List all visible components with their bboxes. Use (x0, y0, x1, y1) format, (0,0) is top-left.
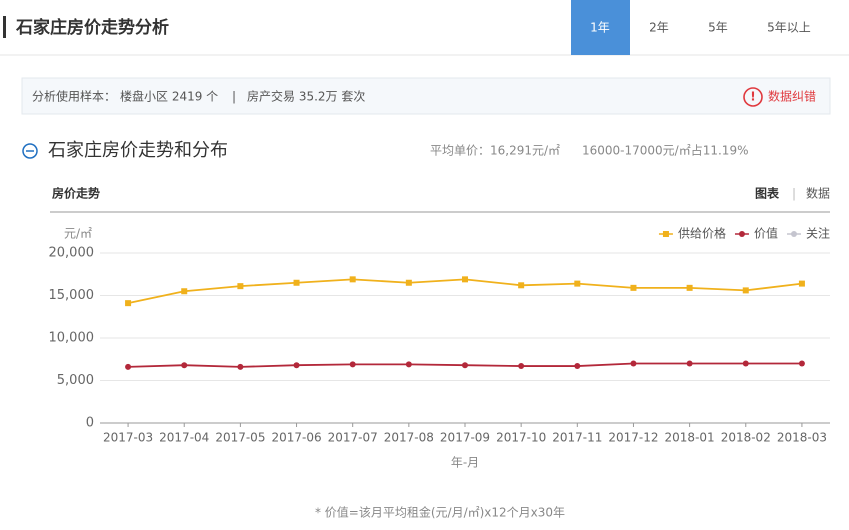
x-tick-label: 2017-03 (103, 431, 153, 445)
x-axis-label: 年-月 (451, 456, 479, 470)
x-tick-label: 2017-10 (496, 431, 546, 445)
avg-price: 平均单价：16,291元/㎡ (430, 144, 560, 158)
point (293, 362, 300, 369)
y-tick-label: 10,000 (49, 331, 95, 346)
page-title: 石家庄房价走势分析 (15, 17, 169, 38)
x-tick-label: 2017-07 (328, 431, 378, 445)
y-tick-label: 15,000 (49, 288, 95, 303)
point (630, 284, 637, 291)
report-icon[interactable] (743, 87, 763, 107)
y-tick-label: 0 (86, 416, 94, 431)
legend-marker (738, 231, 745, 237)
point (518, 363, 525, 370)
point (742, 287, 749, 294)
point (798, 360, 805, 367)
point (686, 360, 693, 367)
info-separator: | (232, 90, 236, 104)
tab-active-bg (571, 0, 630, 55)
x-tick-label: 2017-05 (215, 431, 265, 445)
tab[interactable]: 2年 (649, 21, 669, 35)
point (405, 361, 412, 368)
legend-label[interactable]: 价值 (754, 226, 778, 241)
x-tick-label: 2018-01 (665, 431, 715, 445)
legend-label[interactable]: 供给价格 (678, 226, 726, 241)
point (742, 360, 749, 367)
point (293, 279, 300, 286)
info-bar (21, 77, 831, 115)
x-tick-label: 2017-09 (440, 431, 490, 445)
view-separator: | (792, 187, 796, 201)
view-data[interactable]: 数据 (806, 186, 830, 201)
x-tick-label: 2017-04 (159, 431, 209, 445)
panel-title: 房价走势 (52, 186, 100, 201)
tabs: 1年 2年 5年 5年以上 (571, 0, 811, 55)
point (574, 280, 581, 287)
section-title: 石家庄房价走势和分布 (48, 140, 228, 161)
y-tick-label: 5,000 (57, 373, 94, 388)
x-tick-label: 2017-06 (271, 431, 321, 445)
point (630, 360, 637, 367)
price-share: 16000-17000元/㎡占11.19% (582, 143, 748, 158)
point (237, 363, 244, 370)
x-tick-label: 2017-12 (608, 431, 658, 445)
title-bar (3, 16, 6, 38)
footnote: * 价值=该月平均租金(元/月/㎡)x12个月x30年 (315, 505, 565, 520)
report-link[interactable]: 数据纠错 (768, 89, 816, 104)
info-label: 分析使用样本： (32, 89, 116, 104)
point (349, 361, 356, 368)
x-tick-label: 2017-11 (552, 431, 602, 445)
point (125, 363, 132, 370)
view-chart[interactable]: 图表 (755, 186, 780, 201)
point (462, 276, 468, 283)
y-tick-label: 20,000 (49, 246, 95, 261)
chart: 元/㎡ 0 5,000 10,000 15,000 20,000 2017-03 2017-0… (49, 226, 830, 520)
point (125, 300, 132, 307)
point (574, 363, 581, 370)
point (462, 362, 468, 369)
collapse-icon[interactable] (22, 143, 38, 159)
point (686, 284, 693, 291)
x-tick-label: 2018-03 (777, 431, 827, 445)
info-communities: 楼盘小区 2419 个 (120, 89, 218, 104)
y-unit: 元/㎡ (64, 227, 92, 241)
legend-marker (790, 231, 797, 237)
tab[interactable]: 5年以上 (767, 21, 811, 35)
legend-label[interactable]: 关注 (806, 226, 830, 241)
tab[interactable]: 5年 (708, 21, 728, 35)
report-icon-mark: ! (750, 90, 755, 104)
point (405, 279, 412, 286)
point (181, 288, 188, 295)
point (798, 280, 805, 287)
tab[interactable]: 1年 (590, 21, 610, 35)
point (181, 362, 188, 369)
point (349, 276, 356, 283)
x-tick-label: 2018-02 (721, 431, 771, 445)
point (518, 282, 525, 289)
x-tick-label: 2017-08 (384, 431, 434, 445)
info-transactions: 房产交易 35.2万 套次 (247, 89, 365, 104)
legend-marker (662, 231, 669, 237)
point (237, 283, 244, 290)
